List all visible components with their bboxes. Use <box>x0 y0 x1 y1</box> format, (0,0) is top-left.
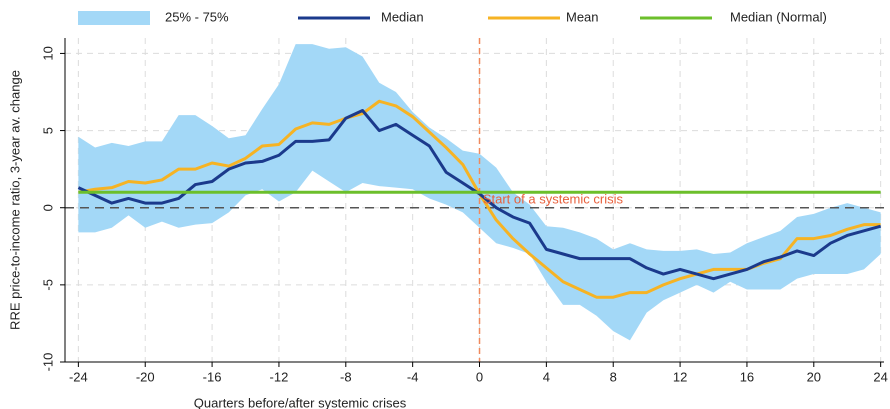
annotation: Start of a systemic crisis <box>483 191 624 206</box>
x-tick-label: -24 <box>69 369 88 384</box>
x-tick-label: -12 <box>270 369 289 384</box>
y-tick-label: -10 <box>40 353 55 372</box>
series-line <box>77 109 882 281</box>
legend-label: Median (Normal) <box>730 9 827 24</box>
x-tick-label: 16 <box>740 369 754 384</box>
legend-label: 25% - 75% <box>165 9 229 24</box>
x-tick-label: 12 <box>673 369 687 384</box>
x-tick-label: -8 <box>340 369 352 384</box>
legend-label: Mean <box>566 9 599 24</box>
y-axis-label: RRE price-to-income ratio, 3-year av. ch… <box>7 70 22 330</box>
x-tick-label: 0 <box>476 369 483 384</box>
y-tick-label: 10 <box>40 46 55 60</box>
x-tick-label: 24 <box>873 369 887 384</box>
legend-label: Median <box>381 9 424 24</box>
y-tick-label: -5 <box>40 279 55 291</box>
x-tick-label: -4 <box>407 369 419 384</box>
x-tick-label: -16 <box>203 369 222 384</box>
x-axis-label: Quarters before/after systemic crises <box>194 395 407 409</box>
y-tick-label: 5 <box>40 127 55 134</box>
legend-swatch <box>78 11 150 25</box>
x-tick-label: 8 <box>610 369 617 384</box>
x-tick-label: 4 <box>543 369 550 384</box>
y-tick-label: 0 <box>40 204 55 211</box>
x-tick-label: 20 <box>807 369 821 384</box>
x-tick-label: -20 <box>136 369 155 384</box>
